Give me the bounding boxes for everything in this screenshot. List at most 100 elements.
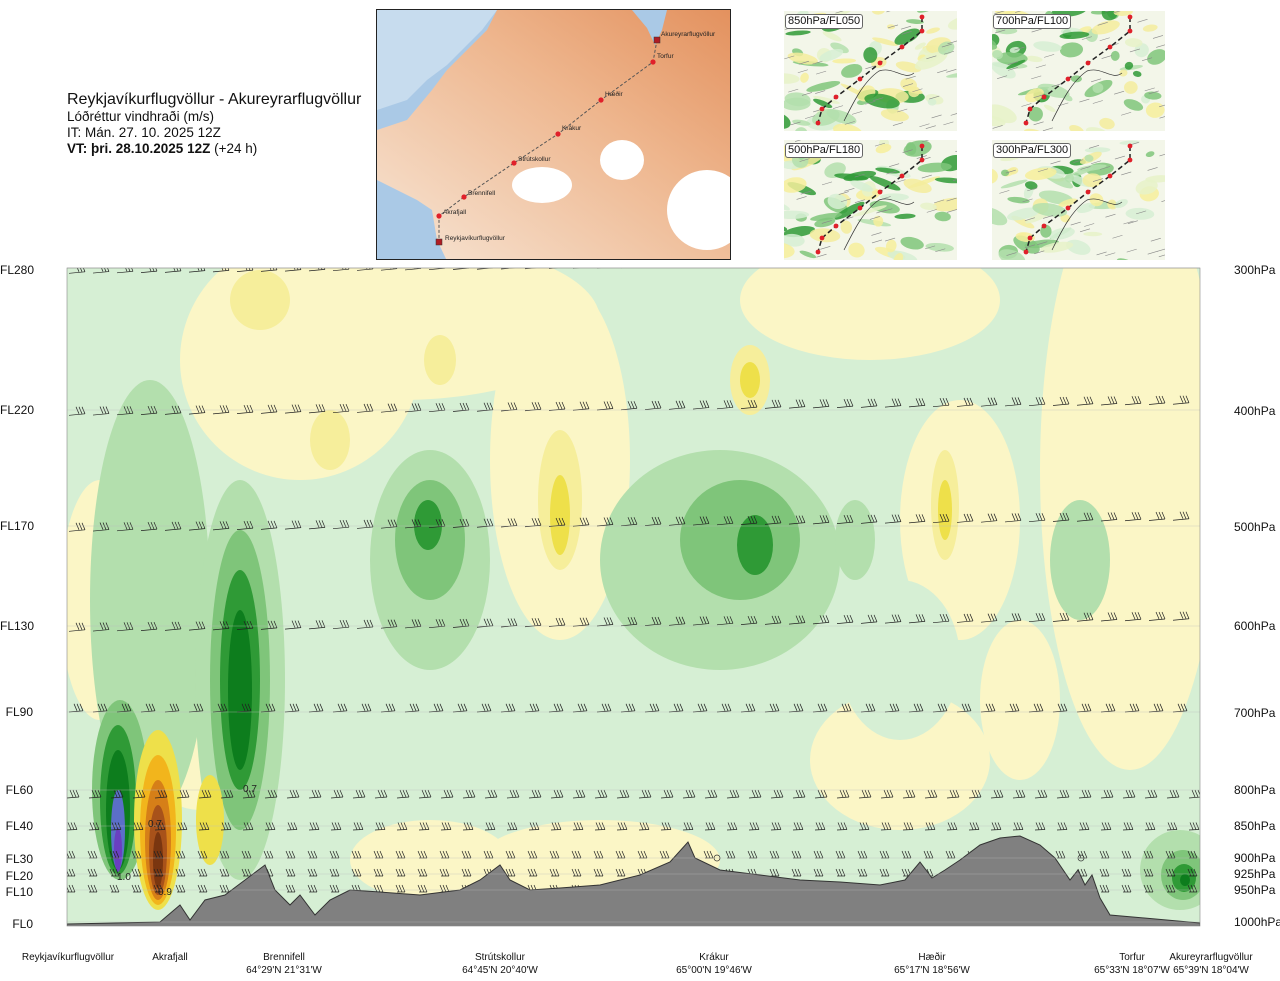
wind-barb-feather xyxy=(50,851,53,858)
wind-barb-feather xyxy=(679,703,684,711)
wind-barb-shaft xyxy=(748,829,760,831)
wind-barb-feather xyxy=(1172,789,1177,798)
wind-barb-shaft xyxy=(380,526,398,529)
wind-barb-feather xyxy=(977,789,982,798)
location-label-haedir: Hæðir 65°17'N 18°56'W xyxy=(894,951,970,977)
wind-barb-feather xyxy=(510,402,515,410)
wind-barb-feather xyxy=(713,789,718,798)
wind-barb-feather xyxy=(207,789,212,798)
level-gridlines xyxy=(66,267,1201,927)
wind-barb-feather xyxy=(835,850,840,859)
wind-barb-feather xyxy=(52,407,55,414)
wind-barb-feather xyxy=(179,268,182,271)
wind-barb-feather xyxy=(1169,789,1174,798)
wind-barb-feather xyxy=(1043,789,1048,798)
wind-barb-feather xyxy=(729,789,734,798)
wind-barb-feather xyxy=(420,850,425,859)
wind-barb-feather xyxy=(1155,511,1160,520)
wind-barb-feather xyxy=(244,703,249,711)
wind-barb-shaft xyxy=(1004,620,1022,623)
wind-barb-feather xyxy=(994,256,997,263)
panel-wind-barb xyxy=(1159,116,1165,119)
wind-barb-feather xyxy=(269,268,272,271)
wind-barb-feather xyxy=(219,521,224,529)
wind-barb-shaft xyxy=(264,829,276,831)
wind-barb-shaft xyxy=(1172,518,1190,521)
wind-barb-feather xyxy=(579,517,584,525)
panel-field-blob xyxy=(784,73,800,84)
wind-barb-feather xyxy=(411,403,416,411)
panel-waypoint xyxy=(919,28,925,34)
wind-barb-feather xyxy=(1190,884,1195,893)
wind-barb-feather xyxy=(203,268,206,271)
wind-barb-feather xyxy=(535,260,538,267)
wind-barb-feather xyxy=(657,516,662,525)
wind-barb-feather xyxy=(1041,397,1046,405)
wind-barb-shaft xyxy=(968,796,982,799)
panel-route-line xyxy=(817,146,923,253)
wind-barb-feather xyxy=(908,789,913,798)
wind-barb-feather xyxy=(555,401,560,410)
field-value-label: 1.0 xyxy=(117,872,131,883)
wind-barb-feather xyxy=(387,519,392,527)
wind-barb-feather xyxy=(1113,396,1118,404)
wind-barb-feather xyxy=(621,850,626,859)
wind-barb-feather xyxy=(871,257,874,264)
wind-barb-feather xyxy=(911,789,916,798)
wind-barb-feather xyxy=(71,884,76,893)
wind-barb-shaft xyxy=(332,410,350,414)
wind-barb-feather xyxy=(291,520,296,528)
panel-field-blob xyxy=(850,180,873,192)
wind-barb-feather xyxy=(219,868,224,877)
wind-barb-feather xyxy=(439,703,444,711)
wind-barb-feather xyxy=(1059,612,1064,621)
wind-barb-shaft xyxy=(428,525,446,529)
wind-barb-feather xyxy=(801,789,806,798)
wind-barb-feather xyxy=(1190,868,1195,877)
wind-barb-feather xyxy=(1102,884,1107,893)
wind-barb-feather xyxy=(559,260,562,267)
wind-barb-feather xyxy=(78,522,83,530)
field-contour-down_3 xyxy=(938,480,952,540)
wind-barb-feather xyxy=(1124,850,1129,859)
fl-label-30: FL30 xyxy=(5,852,33,866)
panel-field-blob xyxy=(880,109,909,122)
wind-barb-feather xyxy=(883,789,888,798)
map-airport-marker xyxy=(435,238,443,246)
wind-panel-300: 300hPa/FL300 xyxy=(992,140,1165,260)
panel-field-blob xyxy=(875,143,892,154)
wind-barb-feather xyxy=(67,852,70,859)
wind-barb-feather xyxy=(835,868,840,877)
wind-barb-feather xyxy=(870,614,875,623)
wind-barb-feather xyxy=(181,850,186,859)
wind-barb-feather xyxy=(193,703,198,711)
wind-barb-feather xyxy=(843,398,848,407)
wind-barb-feather xyxy=(249,404,254,413)
wind-barb-feather xyxy=(826,257,829,264)
wind-barb-feather xyxy=(313,884,318,893)
wind-barb-feather xyxy=(507,402,512,410)
wind-barb-feather xyxy=(81,622,86,630)
wind-barb-feather xyxy=(774,399,779,407)
wind-barb-feather xyxy=(987,613,992,621)
wind-barb-feather xyxy=(571,868,576,877)
map-waypoint-label: Hæðir xyxy=(605,90,624,98)
wind-barb-feather xyxy=(863,850,868,859)
wind-barb-feather xyxy=(201,521,206,529)
wind-barb-feather xyxy=(511,850,516,859)
field-contour-down_1 xyxy=(350,820,510,900)
wind-barb-feather xyxy=(921,514,926,522)
wind-barb-shaft xyxy=(645,266,661,268)
panel-waypoint xyxy=(919,14,925,20)
wind-barb-feather xyxy=(988,256,991,263)
panel-field-blob xyxy=(934,177,957,184)
wind-barb-feather xyxy=(199,703,204,711)
wind-barb-shaft xyxy=(932,404,950,408)
hpa-label-300: 300hPa xyxy=(1234,263,1276,277)
wind-barb-shaft xyxy=(356,410,374,413)
wind-barb-feather xyxy=(987,397,992,405)
wind-barb-feather xyxy=(846,614,851,623)
wind-barb-feather xyxy=(1131,512,1136,520)
panel-wind-barb xyxy=(921,140,930,143)
wind-barb-feather xyxy=(449,789,454,798)
